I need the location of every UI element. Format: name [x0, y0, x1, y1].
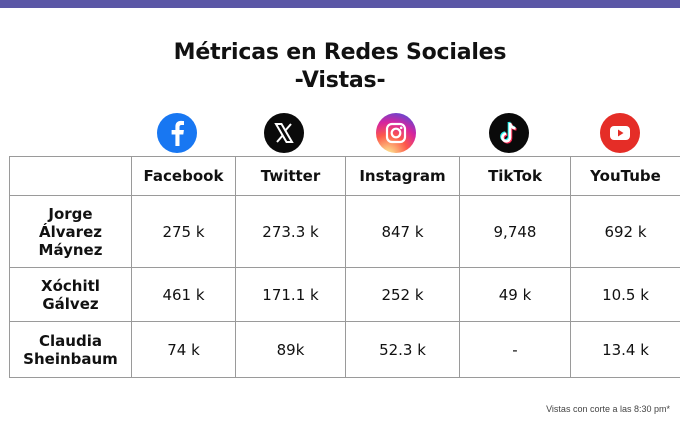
column-header-instagram: Instagram	[345, 156, 460, 196]
x-twitter-icon	[264, 113, 304, 153]
value-cell: 89k	[235, 321, 346, 378]
row-label-jorge-alvarez-maynez: Jorge Álvarez Máynez	[9, 195, 132, 268]
column-header-youtube: YouTube	[570, 156, 680, 196]
value-cell: 49 k	[459, 267, 571, 322]
top-accent-bar	[0, 0, 680, 8]
facebook-icon	[157, 113, 197, 153]
metrics-table: Facebook Twitter Instagram TikTok YouTub…	[9, 156, 680, 378]
page-subtitle: -Vistas-	[294, 68, 386, 93]
row-label-line: Xóchitl	[41, 276, 100, 295]
instagram-icon	[376, 113, 416, 153]
value-cell: 52.3 k	[345, 321, 460, 378]
column-header-facebook: Facebook	[131, 156, 236, 196]
value-cell: 13.4 k	[570, 321, 680, 378]
row-label-line: Jorge	[48, 204, 93, 223]
row-label-claudia-sheinbaum: Claudia Sheinbaum	[9, 321, 132, 378]
row-label-line: Máynez	[38, 240, 103, 259]
value-cell: 10.5 k	[570, 267, 680, 322]
value-cell: 273.3 k	[235, 195, 346, 268]
row-label-xochitl-galvez: Xóchitl Gálvez	[9, 267, 132, 322]
youtube-icon	[600, 113, 640, 153]
footnote: Vistas con corte a las 8:30 pm*	[546, 404, 670, 414]
table-row: Jorge Álvarez Máynez 275 k 273.3 k 847 k…	[9, 195, 680, 268]
page-title: Métricas en Redes Sociales	[173, 40, 507, 65]
value-cell: 74 k	[131, 321, 236, 378]
table-row: Xóchitl Gálvez 461 k 171.1 k 252 k 49 k …	[9, 267, 680, 322]
tiktok-icon	[489, 113, 529, 153]
table-row: Claudia Sheinbaum 74 k 89k 52.3 k - 13.4…	[9, 321, 680, 378]
corner-cell	[9, 156, 132, 196]
value-cell: -	[459, 321, 571, 378]
column-header-twitter: Twitter	[235, 156, 346, 196]
value-cell: 252 k	[345, 267, 460, 322]
header-row: Facebook Twitter Instagram TikTok YouTub…	[9, 156, 680, 196]
row-label-line: Sheinbaum	[23, 349, 118, 368]
row-label-line: Claudia	[39, 331, 102, 350]
value-cell: 461 k	[131, 267, 236, 322]
value-cell: 275 k	[131, 195, 236, 268]
value-cell: 847 k	[345, 195, 460, 268]
column-header-tiktok: TikTok	[459, 156, 571, 196]
value-cell: 9,748	[459, 195, 571, 268]
platform-icons-row	[0, 113, 680, 159]
value-cell: 692 k	[570, 195, 680, 268]
row-label-line: Álvarez	[39, 222, 102, 241]
value-cell: 171.1 k	[235, 267, 346, 322]
row-label-line: Gálvez	[42, 294, 99, 313]
